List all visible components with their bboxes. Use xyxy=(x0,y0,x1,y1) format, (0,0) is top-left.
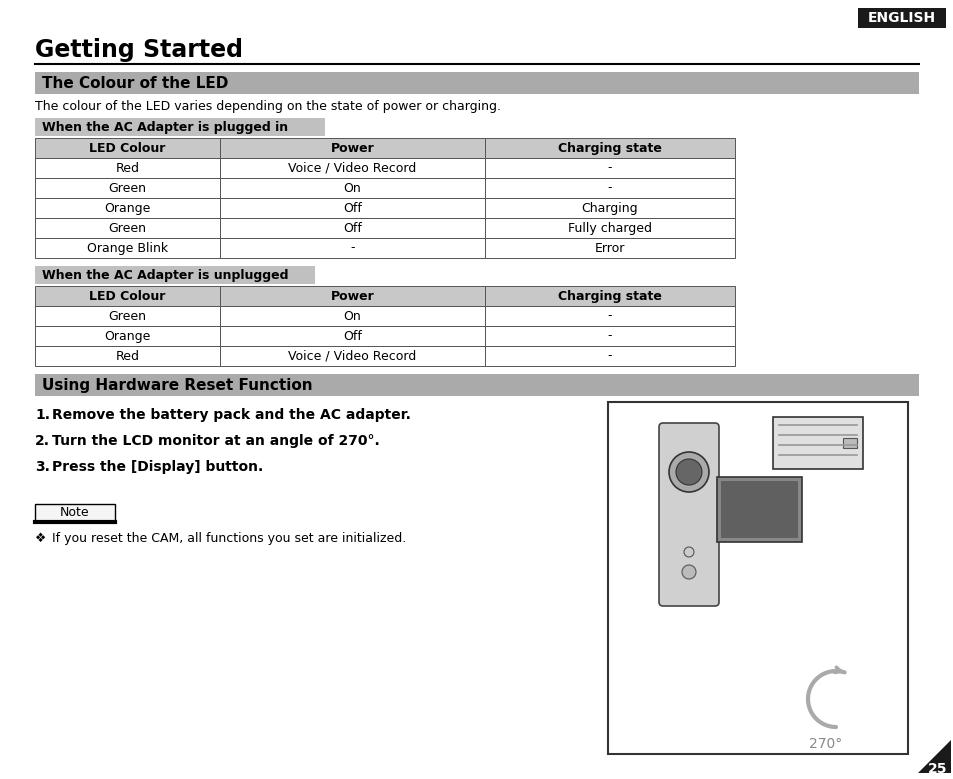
Text: Getting Started: Getting Started xyxy=(35,38,243,62)
Text: Red: Red xyxy=(115,161,139,174)
Text: Remove the battery pack and the AC adapter.: Remove the battery pack and the AC adapt… xyxy=(52,408,411,422)
Bar xyxy=(35,178,220,198)
Text: Note: Note xyxy=(60,506,90,520)
Text: The colour of the LED varies depending on the state of power or charging.: The colour of the LED varies depending o… xyxy=(35,100,500,113)
Bar xyxy=(220,138,484,158)
Text: Orange: Orange xyxy=(104,202,151,214)
Bar xyxy=(484,218,734,238)
Text: Off: Off xyxy=(343,330,361,343)
Bar xyxy=(607,402,907,754)
Text: Charging state: Charging state xyxy=(558,290,661,302)
Text: Green: Green xyxy=(109,221,147,234)
Text: On: On xyxy=(343,309,361,323)
Bar xyxy=(484,178,734,198)
Bar xyxy=(35,138,220,158)
Bar xyxy=(220,346,484,366)
Text: -: - xyxy=(607,161,612,174)
Bar xyxy=(484,326,734,346)
Text: Orange Blink: Orange Blink xyxy=(87,241,168,255)
Circle shape xyxy=(683,547,693,557)
Bar xyxy=(484,346,734,366)
Bar xyxy=(35,118,325,136)
Text: LED Colour: LED Colour xyxy=(90,290,166,302)
Text: -: - xyxy=(607,182,612,195)
Text: Red: Red xyxy=(115,350,139,362)
Circle shape xyxy=(676,459,701,485)
Bar xyxy=(220,326,484,346)
Text: Green: Green xyxy=(109,309,147,323)
Text: Power: Power xyxy=(331,290,374,302)
Bar xyxy=(35,346,220,366)
Text: The Colour of the LED: The Colour of the LED xyxy=(42,76,228,90)
Text: -: - xyxy=(607,309,612,323)
Text: -: - xyxy=(607,330,612,343)
Text: Press the [Display] button.: Press the [Display] button. xyxy=(52,460,263,474)
Bar xyxy=(220,158,484,178)
Bar xyxy=(35,306,220,326)
Bar xyxy=(35,326,220,346)
Bar xyxy=(220,238,484,258)
Bar xyxy=(842,438,856,448)
Bar xyxy=(35,72,918,94)
Bar xyxy=(220,218,484,238)
Bar xyxy=(484,198,734,218)
Bar xyxy=(857,8,945,28)
Text: Power: Power xyxy=(331,142,374,154)
Text: When the AC Adapter is unplugged: When the AC Adapter is unplugged xyxy=(42,269,288,281)
Text: On: On xyxy=(343,182,361,195)
Text: LED Colour: LED Colour xyxy=(90,142,166,154)
Bar xyxy=(220,306,484,326)
Bar xyxy=(484,238,734,258)
Text: When the AC Adapter is plugged in: When the AC Adapter is plugged in xyxy=(42,121,288,133)
Text: 25: 25 xyxy=(927,762,946,776)
Text: 2.: 2. xyxy=(35,434,50,448)
Bar xyxy=(35,286,220,306)
Text: 270°: 270° xyxy=(808,737,841,751)
Bar xyxy=(35,198,220,218)
Bar xyxy=(717,477,801,542)
Bar xyxy=(220,198,484,218)
Text: Fully charged: Fully charged xyxy=(567,221,651,234)
Bar xyxy=(484,158,734,178)
Bar xyxy=(35,158,220,178)
Bar xyxy=(720,481,797,538)
Bar xyxy=(35,374,918,396)
Text: Voice / Video Record: Voice / Video Record xyxy=(288,350,416,362)
Bar xyxy=(772,417,862,469)
Bar xyxy=(35,238,220,258)
Text: Green: Green xyxy=(109,182,147,195)
Circle shape xyxy=(681,565,696,579)
Bar xyxy=(484,286,734,306)
Text: 3.: 3. xyxy=(35,460,50,474)
Text: Using Hardware Reset Function: Using Hardware Reset Function xyxy=(42,378,313,393)
Bar xyxy=(484,306,734,326)
Circle shape xyxy=(668,452,708,492)
Text: 1.: 1. xyxy=(35,408,50,422)
Bar xyxy=(220,178,484,198)
Bar xyxy=(35,266,314,284)
Text: Charging state: Charging state xyxy=(558,142,661,154)
FancyBboxPatch shape xyxy=(659,423,719,606)
Text: Voice / Video Record: Voice / Video Record xyxy=(288,161,416,174)
Text: Error: Error xyxy=(594,241,624,255)
Text: If you reset the CAM, all functions you set are initialized.: If you reset the CAM, all functions you … xyxy=(52,532,406,545)
Text: ❖: ❖ xyxy=(35,532,46,545)
Text: -: - xyxy=(607,350,612,362)
Bar xyxy=(220,286,484,306)
Bar xyxy=(35,504,115,522)
Bar xyxy=(35,218,220,238)
Text: -: - xyxy=(350,241,355,255)
Text: Off: Off xyxy=(343,202,361,214)
Text: Orange: Orange xyxy=(104,330,151,343)
Polygon shape xyxy=(917,740,950,773)
Text: Off: Off xyxy=(343,221,361,234)
Text: ENGLISH: ENGLISH xyxy=(867,11,935,25)
Bar xyxy=(484,138,734,158)
Text: Charging: Charging xyxy=(581,202,638,214)
Text: Turn the LCD monitor at an angle of 270°.: Turn the LCD monitor at an angle of 270°… xyxy=(52,434,379,448)
